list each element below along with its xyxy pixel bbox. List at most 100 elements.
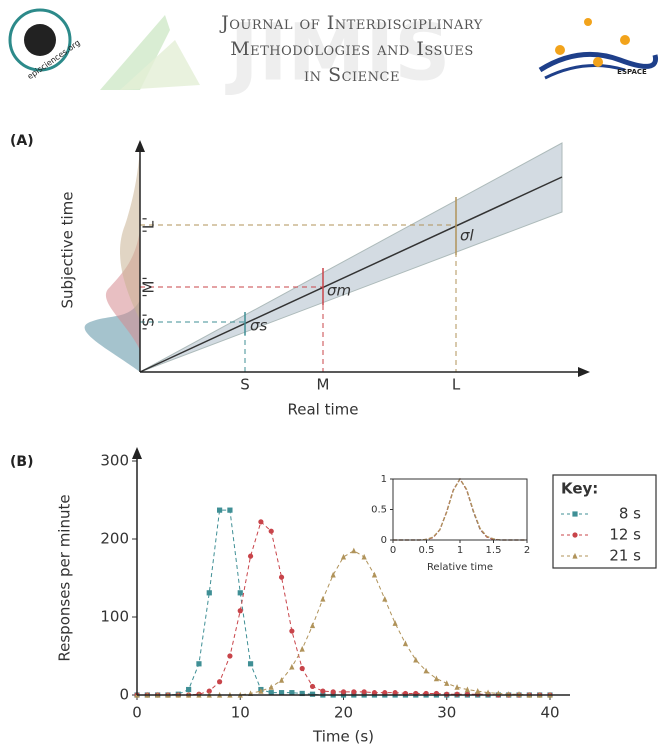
marker: [320, 688, 326, 694]
y-label: Responses per minute: [56, 494, 74, 661]
legend-label: 12 s: [609, 526, 641, 544]
logo-wave: [544, 64, 626, 80]
marker: [309, 691, 316, 697]
y-tick-label: 200: [100, 530, 129, 548]
marker: [475, 688, 481, 694]
marker: [227, 653, 233, 659]
x-label: Real time: [288, 401, 359, 419]
marker: [206, 688, 212, 694]
logo-wave: [538, 51, 659, 73]
arrow: [578, 367, 590, 377]
x-tick-label: 30: [437, 704, 456, 722]
marker: [278, 677, 285, 683]
marker: [382, 690, 388, 696]
marker: [247, 661, 254, 667]
marker: [268, 528, 274, 534]
y-mark: 'M': [140, 276, 158, 297]
marker: [392, 690, 398, 696]
marker: [309, 683, 316, 690]
watermark: JIMIS: [225, 8, 451, 98]
marker: [382, 595, 388, 602]
marker: [444, 691, 450, 697]
x-tick-label: 0: [390, 545, 396, 556]
logo-bird: [120, 40, 200, 90]
logo-bird: [100, 15, 170, 90]
marker: [289, 690, 295, 696]
logo-dot: [584, 18, 592, 26]
legend-marker: [572, 552, 578, 559]
marker: [330, 571, 336, 578]
marker: [258, 519, 264, 525]
y-tick-label: 0.5: [371, 505, 387, 516]
x-mark: M: [317, 376, 330, 394]
y-tick-label: 0: [381, 535, 387, 546]
legend-marker: [572, 532, 578, 538]
marker: [351, 689, 357, 695]
x-tick-label: 0.5: [419, 545, 435, 556]
legend-title: Key:: [561, 480, 598, 498]
legend-label: 8 s: [619, 505, 641, 523]
marker: [351, 547, 357, 554]
legend-label: 21 s: [609, 547, 641, 565]
series-line: [137, 520, 550, 696]
marker: [289, 628, 295, 634]
x-label: Relative time: [427, 562, 493, 573]
inset-bg: [363, 472, 533, 576]
marker: [402, 640, 409, 647]
panel-label: (A): [10, 133, 34, 149]
y-mark: 'L': [140, 217, 158, 234]
y-tick-label: 300: [100, 452, 129, 470]
marker: [237, 590, 243, 596]
marker: [299, 645, 305, 652]
marker: [413, 656, 419, 663]
marker: [320, 595, 326, 602]
logo-core: [24, 24, 56, 56]
distribution-l: [120, 150, 140, 320]
arrow: [132, 447, 142, 459]
marker: [361, 553, 367, 560]
marker: [330, 689, 336, 695]
marker: [299, 665, 305, 672]
x-mark: L: [452, 376, 461, 394]
series-line: [137, 550, 550, 696]
marker: [278, 574, 285, 580]
marker: [464, 691, 470, 697]
marker: [217, 679, 223, 685]
x-tick-label: 40: [540, 704, 559, 722]
marker: [268, 690, 274, 696]
mean-line: [139, 176, 563, 373]
marker: [289, 663, 295, 670]
marker: [454, 691, 460, 697]
marker: [227, 507, 233, 513]
figure-a: (A) S M L Real time Subjective time 'S' …: [10, 133, 590, 419]
marker: [237, 608, 243, 614]
y-tick-label: 100: [100, 608, 129, 626]
journal-title: in Science: [304, 64, 400, 86]
x-tick-label: 20: [334, 704, 353, 722]
marker: [278, 690, 285, 696]
marker: [464, 686, 470, 693]
marker: [371, 690, 378, 696]
y-tick-label: 0: [119, 686, 129, 704]
sigma-label: σs: [250, 317, 268, 335]
x-tick-label: 0: [132, 704, 142, 722]
uncertainty-band: [139, 142, 563, 373]
marker: [217, 507, 223, 513]
marker: [186, 686, 192, 693]
arrow: [135, 140, 145, 152]
sigma-label: σm: [327, 282, 351, 300]
marker: [247, 553, 254, 559]
logo-dot: [593, 57, 603, 67]
marker: [433, 675, 440, 682]
y-tick-label: 1: [381, 474, 387, 485]
marker: [268, 684, 274, 690]
marker: [309, 622, 316, 629]
marker: [454, 684, 460, 690]
marker: [485, 689, 491, 696]
marker: [196, 661, 202, 667]
panel-label: (B): [10, 454, 33, 470]
x-tick-label: 1: [457, 545, 463, 556]
legend-box: [552, 474, 657, 569]
marker: [361, 689, 367, 695]
